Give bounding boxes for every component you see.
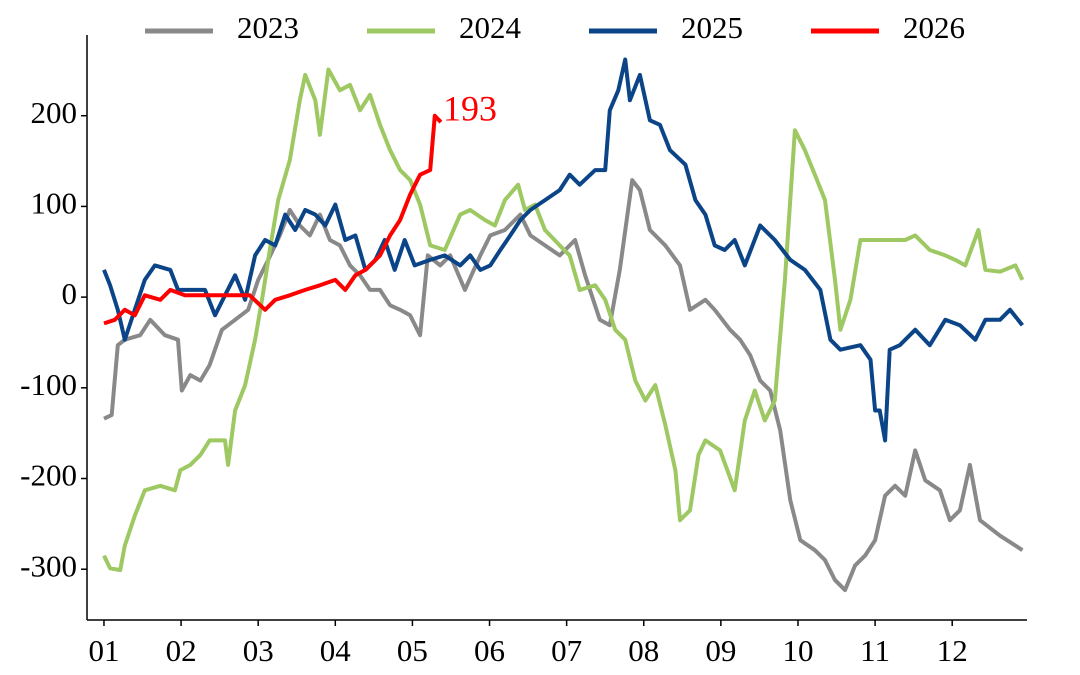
y-tick-label: 0 [62,276,78,311]
x-tick-label: 07 [551,633,582,668]
x-tick-label: 08 [628,633,659,668]
x-tick-label: 04 [320,633,352,668]
series-line [102,57,1024,443]
y-tick-label: 100 [31,186,78,221]
end-value-label: 193 [443,88,497,128]
legend-label: 2026 [903,10,965,45]
y-tick-label: 200 [31,95,78,130]
x-tick-label: 02 [166,633,197,668]
x-tick-label: 03 [243,633,274,668]
series-line [103,113,443,326]
series-line [102,67,1025,573]
legend-label: 2024 [459,10,522,45]
x-tick-label: 12 [937,633,968,668]
x-tick-label: 10 [782,633,813,668]
x-tick-label: 01 [88,633,119,668]
legend-label: 2023 [237,10,299,45]
x-tick-label: 06 [474,633,505,668]
series-line [103,178,1024,593]
y-tick-label: -100 [20,367,77,402]
x-tick-label: 11 [860,633,890,668]
y-tick-label: -200 [20,458,77,493]
x-tick-label: 05 [397,633,428,668]
x-tick-label: 09 [705,633,736,668]
y-tick-label: -300 [20,548,77,583]
legend-label: 2025 [681,10,743,45]
